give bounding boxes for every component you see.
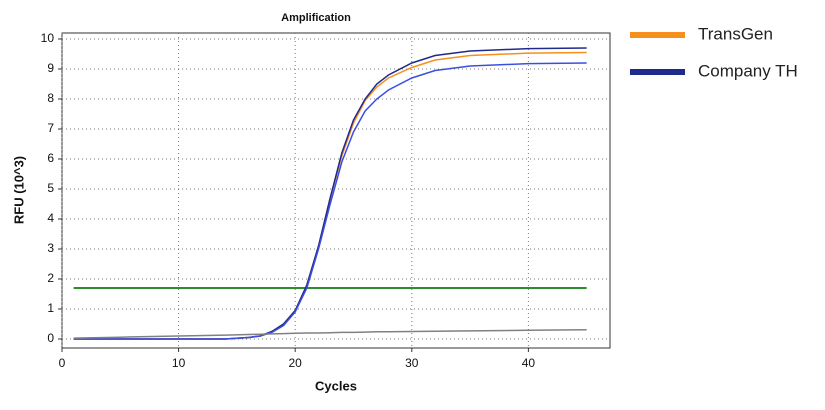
y-tick-label: 2 xyxy=(47,271,54,285)
y-tick-label: 0 xyxy=(47,331,54,345)
y-tick-label: 1 xyxy=(47,301,54,315)
x-tick-label: 40 xyxy=(522,356,536,370)
y-tick-label: 6 xyxy=(47,151,54,165)
x-axis-label: Cycles xyxy=(315,378,357,393)
series-line xyxy=(73,62,587,340)
x-tick-label: 30 xyxy=(405,356,419,370)
y-axis-label: RFU (10^3) xyxy=(11,156,26,224)
legend-label: Company TH xyxy=(698,61,798,80)
y-tick-label: 7 xyxy=(47,121,54,135)
series-line xyxy=(73,328,587,339)
y-tick-label: 8 xyxy=(47,91,54,105)
y-tick-label: 5 xyxy=(47,181,54,195)
plot-area xyxy=(61,32,611,349)
y-tick-label: 3 xyxy=(47,241,54,255)
x-tick-label: 0 xyxy=(59,356,66,370)
legend-label: TransGen xyxy=(698,24,773,43)
y-tick-label: 4 xyxy=(47,211,54,225)
y-tick-label: 9 xyxy=(47,61,54,75)
chart-title: Amplification xyxy=(281,12,351,24)
y-tick-label: 10 xyxy=(41,31,55,45)
x-tick-label: 10 xyxy=(172,356,186,370)
x-tick-label: 20 xyxy=(289,356,303,370)
